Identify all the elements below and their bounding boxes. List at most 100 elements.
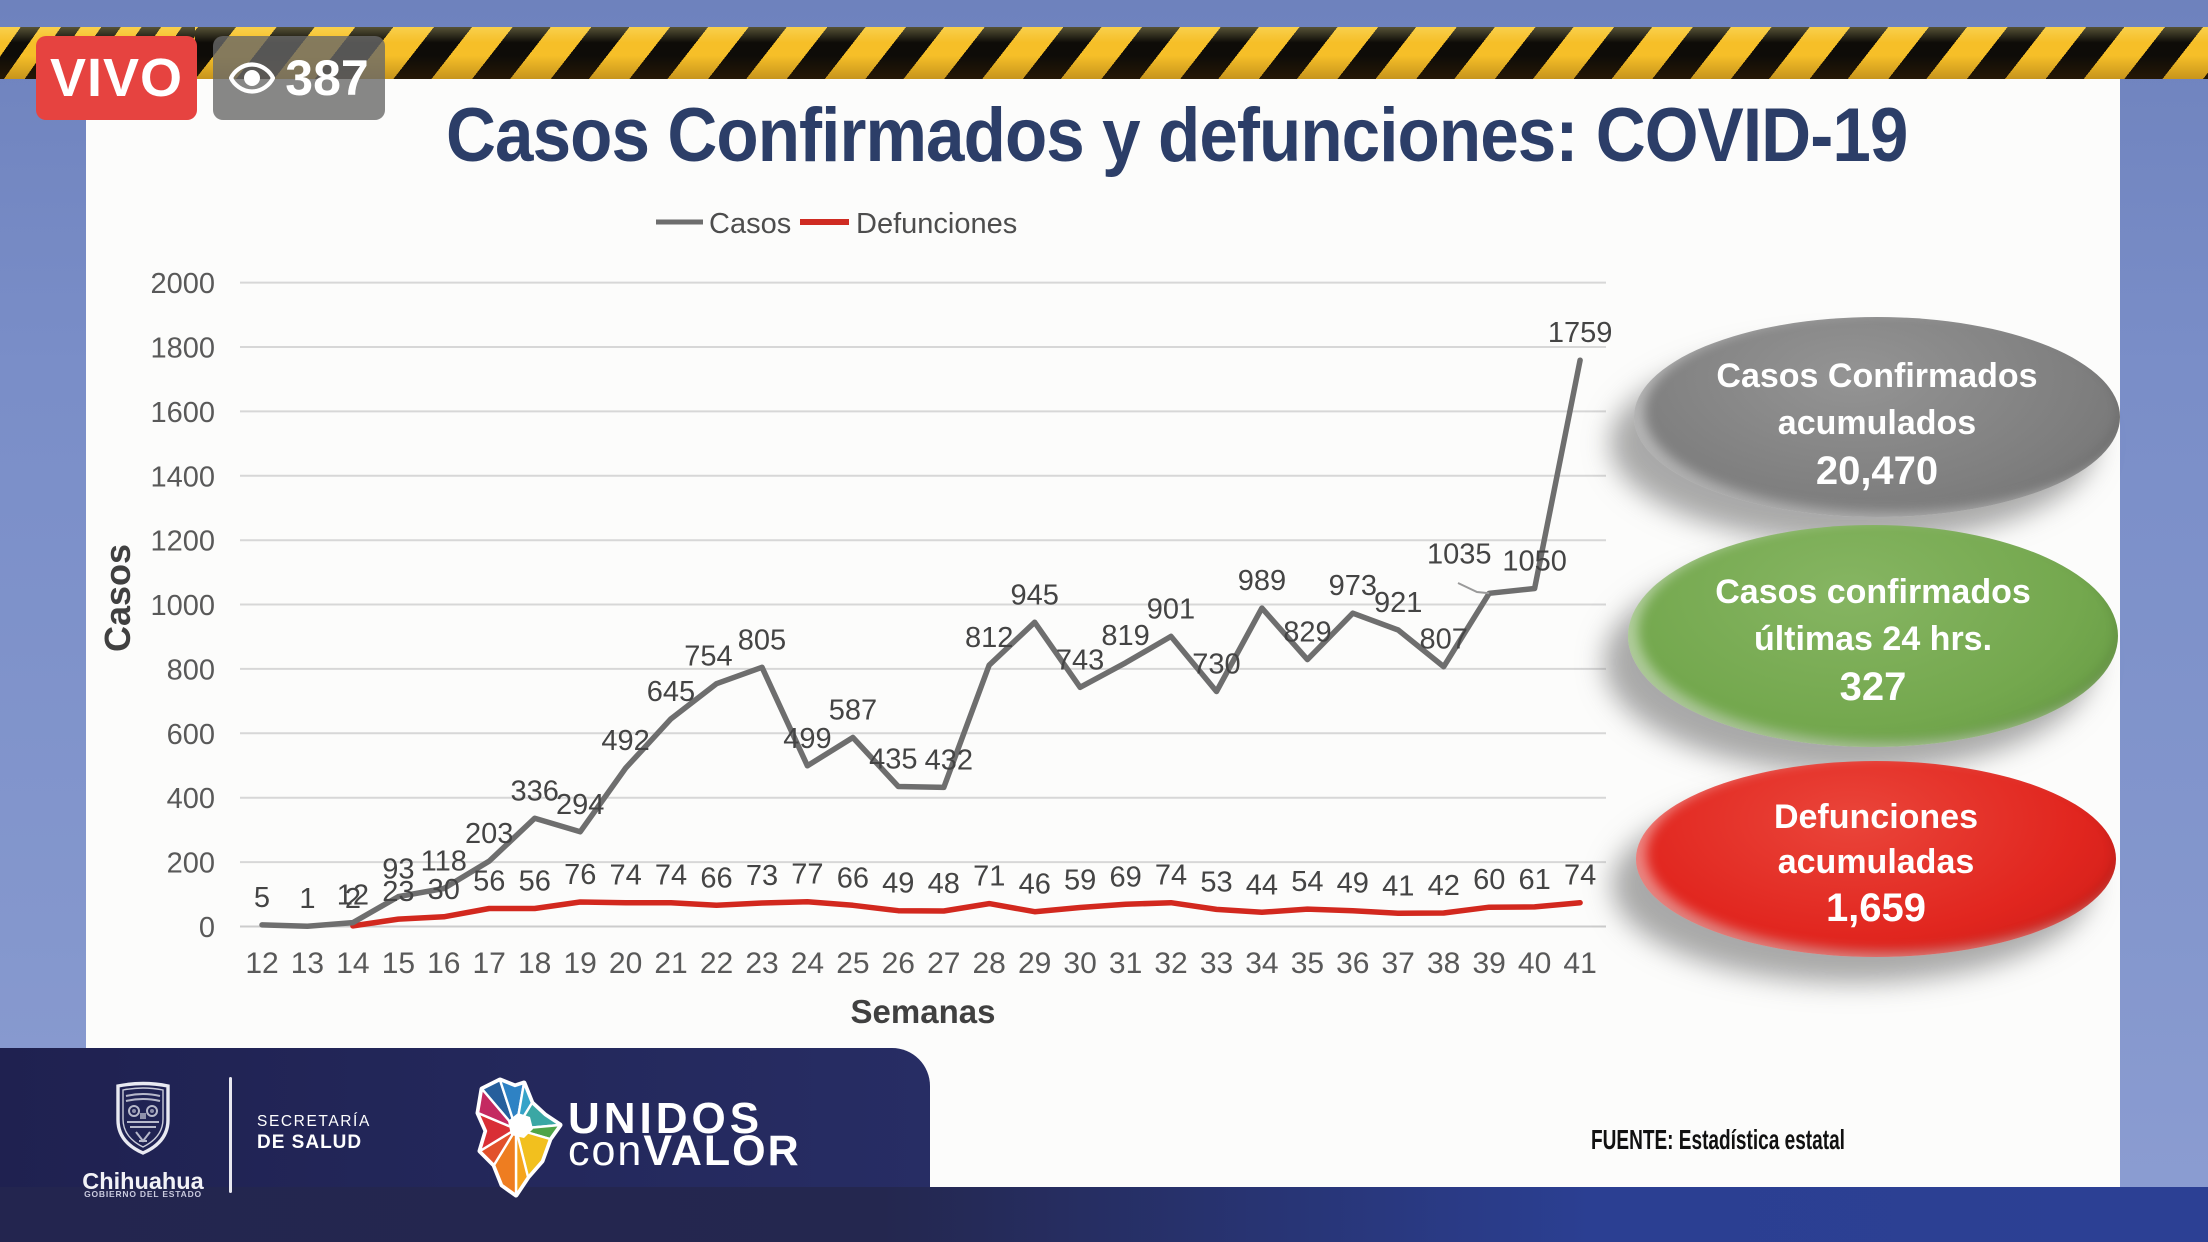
svg-text:73: 73 <box>746 860 778 892</box>
svg-text:812: 812 <box>965 622 1013 654</box>
svg-text:921: 921 <box>1374 587 1422 619</box>
svg-text:34: 34 <box>1245 947 1278 980</box>
svg-text:807: 807 <box>1420 624 1468 656</box>
svg-text:492: 492 <box>601 725 649 757</box>
svg-text:32: 32 <box>1154 947 1187 980</box>
svg-text:973: 973 <box>1329 570 1377 602</box>
svg-text:66: 66 <box>700 862 732 894</box>
svg-text:829: 829 <box>1283 617 1331 649</box>
svg-text:31: 31 <box>1109 947 1142 980</box>
svg-text:27: 27 <box>927 947 960 980</box>
svg-text:730: 730 <box>1192 649 1240 681</box>
svg-text:23: 23 <box>745 947 778 980</box>
svg-text:38: 38 <box>1427 947 1460 980</box>
svg-text:0: 0 <box>199 912 215 944</box>
svg-text:28: 28 <box>973 947 1006 980</box>
svg-text:76: 76 <box>564 859 596 891</box>
svg-text:587: 587 <box>829 695 877 727</box>
svg-text:1000: 1000 <box>150 590 215 622</box>
svg-text:1400: 1400 <box>150 461 215 493</box>
svg-text:25: 25 <box>836 947 869 980</box>
svg-text:74: 74 <box>1564 860 1596 892</box>
svg-text:42: 42 <box>1428 870 1460 902</box>
svg-text:1050: 1050 <box>1502 546 1567 578</box>
svg-text:743: 743 <box>1056 644 1104 676</box>
svg-text:294: 294 <box>556 789 604 821</box>
svg-text:200: 200 <box>167 848 215 880</box>
svg-text:203: 203 <box>465 818 513 850</box>
svg-text:23: 23 <box>382 876 414 908</box>
svg-text:56: 56 <box>473 866 505 898</box>
svg-text:600: 600 <box>167 719 215 751</box>
svg-text:2000: 2000 <box>150 268 215 300</box>
svg-text:819: 819 <box>1101 620 1149 652</box>
svg-text:901: 901 <box>1147 593 1195 625</box>
svg-text:16: 16 <box>427 947 460 980</box>
svg-text:435: 435 <box>869 744 917 776</box>
svg-text:74: 74 <box>609 860 641 892</box>
svg-text:77: 77 <box>791 859 823 891</box>
svg-text:1035: 1035 <box>1427 538 1492 570</box>
svg-text:12: 12 <box>245 947 278 980</box>
svg-text:30: 30 <box>428 874 460 906</box>
svg-text:12: 12 <box>337 880 369 912</box>
svg-text:432: 432 <box>925 744 973 776</box>
svg-text:71: 71 <box>973 861 1005 893</box>
svg-text:13: 13 <box>291 947 324 980</box>
svg-text:40: 40 <box>1518 947 1551 980</box>
svg-text:74: 74 <box>655 860 687 892</box>
svg-text:29: 29 <box>1018 947 1051 980</box>
svg-text:66: 66 <box>837 862 869 894</box>
svg-text:1600: 1600 <box>150 397 215 429</box>
svg-text:5: 5 <box>254 882 270 914</box>
svg-text:49: 49 <box>882 868 914 900</box>
svg-text:499: 499 <box>783 723 831 755</box>
svg-text:69: 69 <box>1109 861 1141 893</box>
svg-text:56: 56 <box>519 866 551 898</box>
svg-text:61: 61 <box>1518 864 1550 896</box>
svg-text:400: 400 <box>167 783 215 815</box>
svg-text:1200: 1200 <box>150 526 215 558</box>
svg-text:805: 805 <box>738 624 786 656</box>
svg-text:33: 33 <box>1200 947 1233 980</box>
svg-text:93: 93 <box>382 854 414 886</box>
svg-text:48: 48 <box>928 868 960 900</box>
svg-text:1759: 1759 <box>1548 317 1613 349</box>
svg-text:49: 49 <box>1337 868 1369 900</box>
svg-text:21: 21 <box>654 947 687 980</box>
svg-text:19: 19 <box>564 947 597 980</box>
svg-text:39: 39 <box>1473 947 1506 980</box>
svg-text:989: 989 <box>1238 565 1286 597</box>
svg-text:Semanas: Semanas <box>851 993 996 1030</box>
svg-text:41: 41 <box>1563 947 1596 980</box>
svg-text:2: 2 <box>345 883 361 915</box>
svg-text:22: 22 <box>700 947 733 980</box>
svg-text:54: 54 <box>1291 866 1323 898</box>
svg-text:15: 15 <box>382 947 415 980</box>
svg-text:17: 17 <box>473 947 506 980</box>
svg-text:59: 59 <box>1064 865 1096 897</box>
svg-text:14: 14 <box>336 947 369 980</box>
svg-text:1: 1 <box>299 883 315 915</box>
svg-text:24: 24 <box>791 947 824 980</box>
svg-text:20: 20 <box>609 947 642 980</box>
svg-text:Casos: Casos <box>97 544 138 652</box>
svg-text:26: 26 <box>882 947 915 980</box>
svg-text:30: 30 <box>1063 947 1096 980</box>
svg-text:37: 37 <box>1382 947 1415 980</box>
svg-text:336: 336 <box>511 775 559 807</box>
svg-text:945: 945 <box>1011 579 1059 611</box>
svg-text:53: 53 <box>1200 866 1232 898</box>
svg-text:18: 18 <box>518 947 551 980</box>
svg-text:1800: 1800 <box>150 333 215 365</box>
svg-text:754: 754 <box>684 641 732 673</box>
svg-text:645: 645 <box>647 676 695 708</box>
svg-text:118: 118 <box>421 846 467 878</box>
svg-text:60: 60 <box>1473 864 1505 896</box>
svg-text:Casos: Casos <box>709 208 791 240</box>
svg-text:46: 46 <box>1019 869 1051 901</box>
svg-text:36: 36 <box>1336 947 1369 980</box>
svg-text:44: 44 <box>1246 869 1278 901</box>
svg-text:35: 35 <box>1291 947 1324 980</box>
svg-text:41: 41 <box>1382 870 1414 902</box>
